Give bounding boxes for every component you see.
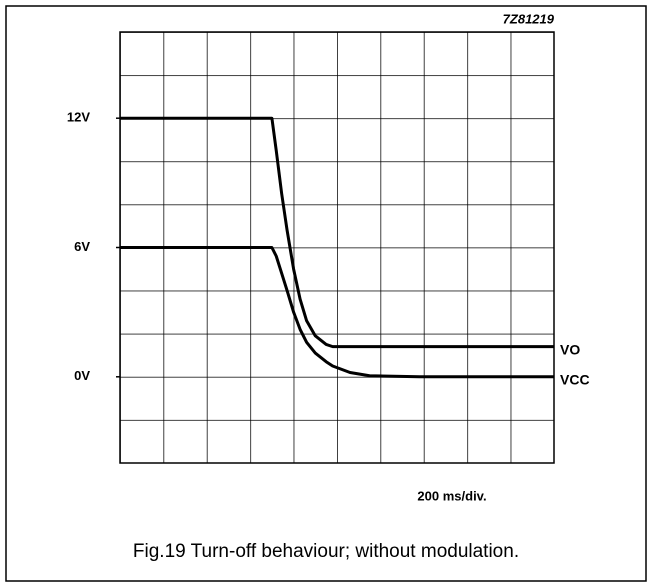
frame [5,5,647,582]
figure-code: 7Z81219 [503,11,555,26]
x-axis-label: 200 ms/div. [417,488,486,503]
y-tick-label: 6V [74,239,90,254]
chart-title: Fig.19 Turn-off behaviour; without modul… [133,541,519,562]
y-tick-label: 12V [67,110,90,125]
series-line [120,116,554,349]
legend-label: VCC [560,372,590,388]
series-line [120,246,554,379]
legend-label: VO [560,341,580,357]
y-tick-label: 0V [74,368,90,383]
